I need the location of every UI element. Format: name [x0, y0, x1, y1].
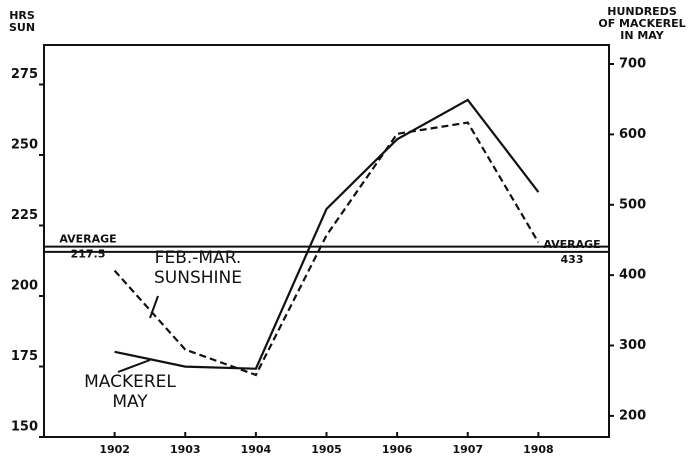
y2-tick-label: 200 — [619, 408, 646, 423]
x-tick-label: 1904 — [241, 443, 272, 456]
series-label: MACKEREL MAY — [84, 372, 176, 412]
series-line — [114, 98, 540, 370]
y-tick-label: 150 — [11, 420, 38, 435]
y2-tick-label: 500 — [619, 197, 646, 212]
y2-axis-title: OF MACKEREL — [598, 17, 685, 30]
y-tick-label: 275 — [11, 67, 38, 82]
series-line — [113, 121, 540, 377]
x-tick-label: 1905 — [311, 443, 342, 456]
x-tick-label: 1908 — [523, 443, 554, 456]
sunshine-leader — [149, 295, 159, 319]
y-tick-label: 250 — [11, 137, 38, 152]
y-axis-title: SUN — [9, 21, 35, 34]
y-axis-title: HRS — [9, 9, 35, 22]
x-tick-label: 1902 — [99, 443, 130, 456]
y2-tick-label: 700 — [619, 57, 646, 72]
average-value: 433 — [561, 253, 584, 266]
y2-axis-title: IN MAY — [620, 29, 665, 42]
x-tick-label: 1906 — [382, 443, 413, 456]
series-label: FEB.-MAR. SUNSHINE — [154, 248, 242, 288]
y-tick-label: 200 — [11, 278, 38, 293]
y2-tick-label: 600 — [619, 127, 646, 142]
y-tick-label: 175 — [11, 349, 38, 364]
y2-axis-title: HUNDREDS — [607, 5, 677, 18]
average-value: 217.5 — [71, 248, 106, 261]
y2-tick-label: 400 — [619, 268, 646, 283]
y2-tick-label: 300 — [619, 338, 646, 353]
average-label: AVERAGE — [59, 233, 116, 246]
y-tick-label: 225 — [11, 208, 38, 223]
x-tick-label: 1907 — [452, 443, 483, 456]
x-tick-label: 1903 — [170, 443, 201, 456]
average-label: AVERAGE — [543, 238, 600, 251]
mackerel-leader — [117, 359, 151, 373]
